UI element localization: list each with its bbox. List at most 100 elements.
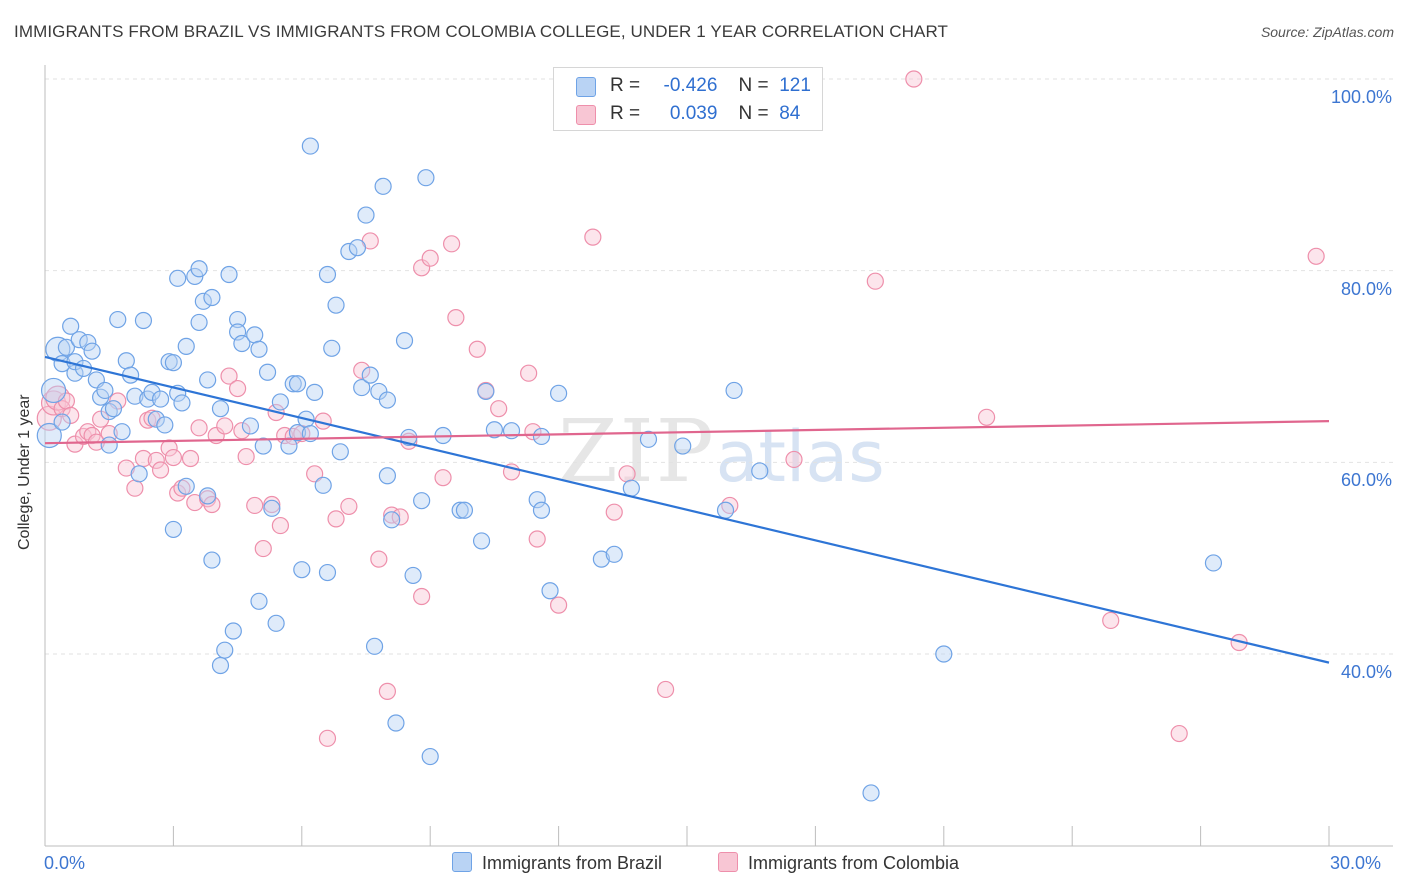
brazil-point-24[interactable] (143, 383, 161, 401)
brazil-point-56[interactable] (258, 363, 277, 381)
brazil-point-118[interactable] (250, 592, 268, 610)
brazil-point-47[interactable] (220, 265, 238, 284)
brazil-point-32[interactable] (169, 269, 187, 287)
brazil-point-64[interactable] (293, 561, 311, 579)
brazil-point-4[interactable] (57, 338, 76, 356)
colombia-point-69[interactable] (549, 596, 568, 614)
brazil-point-51[interactable] (233, 334, 251, 353)
brazil-point-79[interactable] (361, 366, 379, 384)
brazil-point-107[interactable] (639, 430, 658, 448)
brazil-point-86[interactable] (395, 332, 414, 350)
colombia-point-25[interactable] (181, 449, 200, 468)
brazil-point-10[interactable] (79, 333, 97, 352)
colombia-point-44[interactable] (306, 465, 324, 483)
brazil-point-93[interactable] (451, 501, 469, 519)
brazil-point-27[interactable] (156, 416, 174, 434)
brazil-point-54[interactable] (250, 340, 268, 358)
brazil-point-29[interactable] (164, 354, 182, 372)
brazil-point-17[interactable] (109, 310, 127, 329)
colombia-point-19[interactable] (147, 451, 165, 470)
brazil-point-58[interactable] (267, 614, 285, 632)
brazil-point-111[interactable] (751, 462, 769, 480)
colombia-point-27[interactable] (190, 419, 208, 437)
brazil-point-45[interactable] (211, 656, 230, 675)
brazil-point-55[interactable] (254, 437, 272, 455)
colombia-point-64[interactable] (490, 400, 508, 418)
colombia-point-57[interactable] (413, 587, 431, 606)
brazil-point-11[interactable] (83, 342, 101, 360)
colombia-point-72[interactable] (618, 465, 636, 483)
brazil-point-34[interactable] (173, 394, 191, 412)
brazil-point-73[interactable] (327, 296, 345, 314)
colombia-point-36[interactable] (246, 496, 264, 515)
brazil-point-43[interactable] (203, 551, 221, 569)
brazil-point-100[interactable] (532, 501, 551, 519)
brazil-point-70[interactable] (318, 563, 337, 582)
brazil-point-22[interactable] (134, 311, 153, 330)
colombia-point-38[interactable] (263, 495, 281, 514)
colombia-point-2[interactable] (45, 385, 71, 411)
colombia-point-32[interactable] (220, 367, 238, 385)
brazil-point-106[interactable] (622, 479, 640, 497)
brazil-point-80[interactable] (365, 637, 384, 655)
brazil-point-0[interactable] (36, 422, 62, 449)
brazil-point-103[interactable] (549, 384, 568, 402)
colombia-point-58[interactable] (421, 249, 439, 267)
colombia-point-60[interactable] (443, 235, 461, 253)
colombia-point-35[interactable] (237, 447, 255, 466)
brazil-point-71[interactable] (318, 265, 337, 284)
colombia-point-79[interactable] (977, 408, 996, 426)
brazil-point-68[interactable] (306, 383, 324, 401)
brazil-point-62[interactable] (288, 375, 307, 393)
legend-item-brazil[interactable]: Immigrants from Brazil (452, 852, 662, 874)
colombia-point-66[interactable] (520, 364, 538, 382)
brazil-point-95[interactable] (472, 532, 491, 550)
brazil-point-99[interactable] (528, 491, 546, 509)
brazil-point-69[interactable] (314, 476, 332, 494)
brazil-point-76[interactable] (348, 239, 367, 257)
colombia-point-15[interactable] (126, 479, 144, 497)
colombia-point-62[interactable] (468, 340, 486, 358)
brazil-point-26[interactable] (151, 390, 170, 408)
brazil-point-33[interactable] (177, 337, 195, 355)
brazil-point-63[interactable] (288, 424, 307, 442)
brazil-point-38[interactable] (190, 313, 208, 332)
brazil-point-78[interactable] (357, 206, 375, 224)
colombia-point-61[interactable] (447, 309, 465, 327)
brazil-point-46[interactable] (216, 641, 234, 659)
brazil-point-40[interactable] (199, 371, 217, 389)
brazil-point-85[interactable] (387, 714, 405, 732)
colombia-point-77[interactable] (866, 272, 884, 290)
brazil-point-91[interactable] (421, 747, 439, 766)
brazil-point-89[interactable] (413, 492, 431, 510)
brazil-point-75[interactable] (340, 242, 358, 261)
brazil-point-82[interactable] (374, 177, 392, 195)
brazil-point-97[interactable] (485, 421, 503, 439)
brazil-point-1[interactable] (40, 377, 67, 404)
brazil-point-16[interactable] (104, 400, 123, 418)
colombia-point-83[interactable] (1307, 247, 1325, 265)
brazil-point-114[interactable] (1204, 554, 1223, 572)
brazil-point-74[interactable] (331, 443, 349, 461)
colombia-point-68[interactable] (528, 530, 546, 548)
brazil-point-61[interactable] (284, 375, 302, 393)
colombia-point-80[interactable] (1102, 611, 1120, 630)
colombia-point-5[interactable] (62, 406, 80, 424)
brazil-point-116[interactable] (100, 436, 118, 454)
brazil-point-57[interactable] (263, 499, 281, 517)
colombia-point-70[interactable] (584, 228, 602, 246)
brazil-point-115[interactable] (53, 413, 71, 431)
brazil-point-90[interactable] (417, 169, 435, 187)
colombia-point-40[interactable] (271, 516, 289, 535)
colombia-point-51[interactable] (370, 550, 388, 568)
colombia-point-49[interactable] (353, 361, 371, 379)
brazil-point-41[interactable] (199, 487, 217, 505)
brazil-point-88[interactable] (404, 566, 422, 585)
brazil-point-77[interactable] (353, 378, 371, 397)
brazil-point-83[interactable] (378, 391, 396, 409)
brazil-point-109[interactable] (716, 501, 735, 519)
colombia-point-56[interactable] (413, 259, 431, 277)
brazil-point-42[interactable] (203, 288, 221, 307)
colombia-point-29[interactable] (203, 495, 221, 514)
brazil-point-117[interactable] (130, 465, 148, 483)
